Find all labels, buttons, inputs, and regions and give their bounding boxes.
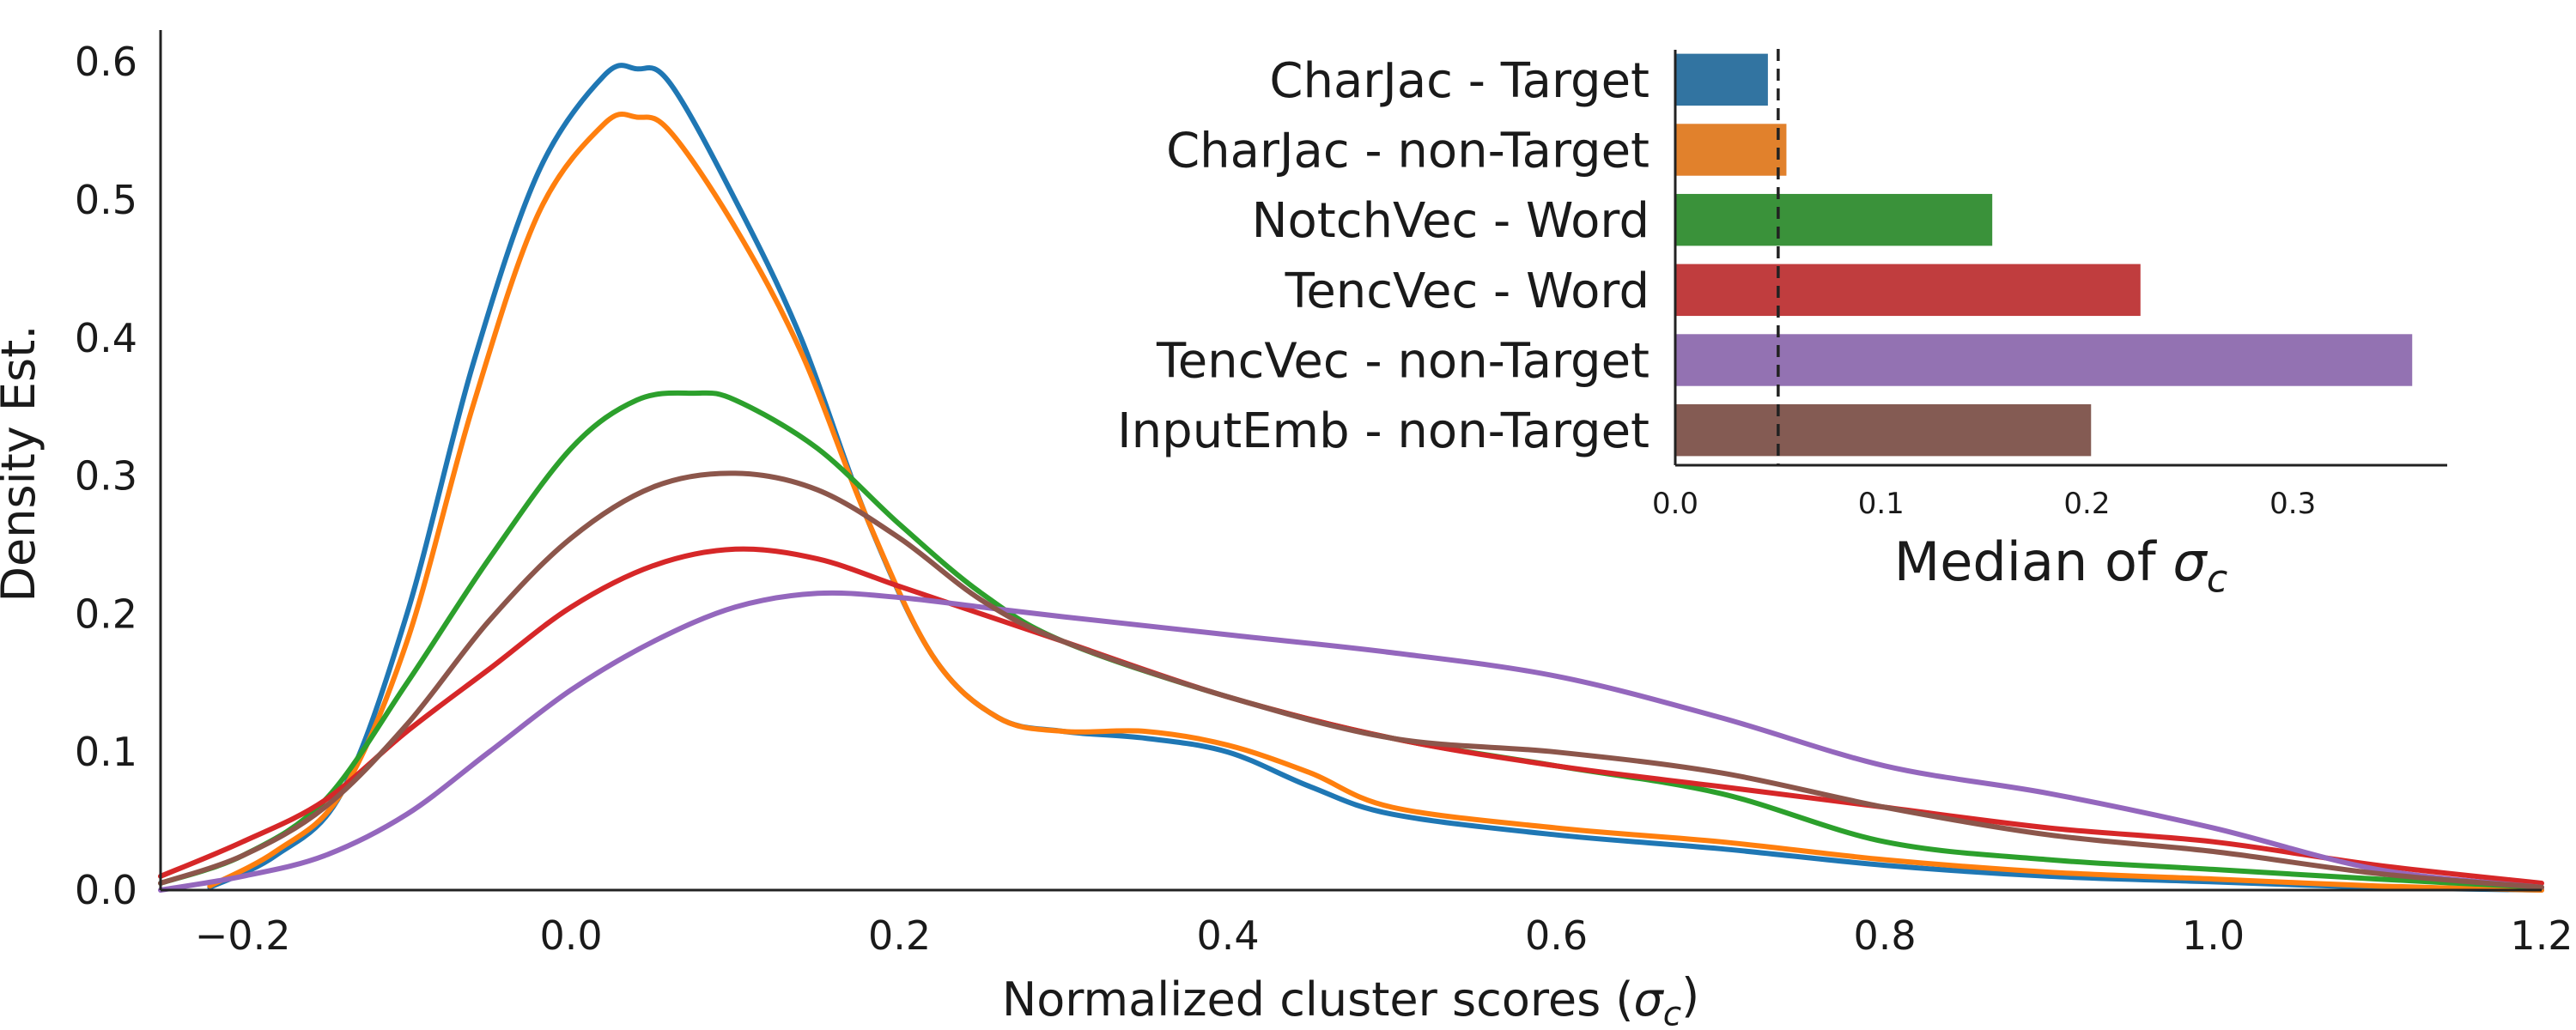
- bar-2: [1675, 193, 1993, 246]
- bar-category-label: NotchVec - Word: [1252, 193, 1649, 249]
- bar-category-label: TencVec - Word: [1285, 264, 1649, 319]
- main-x-tick-label: 0.8: [1853, 912, 1916, 959]
- bar-category-label: InputEmb - non-Target: [1117, 403, 1649, 459]
- density-line-0: [207, 63, 2544, 893]
- main-x-tick-label: 0.6: [1525, 912, 1588, 959]
- inset-x-tick-label: 0.0: [1652, 487, 1698, 521]
- density-line-4: [158, 590, 2544, 893]
- inset-x-tick-label: 0.3: [2269, 487, 2316, 521]
- main-y-tick-label: 0.1: [75, 729, 137, 775]
- main-x-tick-label: 1.2: [2510, 912, 2573, 959]
- main-x-tick-label: 0.0: [540, 912, 603, 959]
- inset-x-axis-title: Median of σc: [1894, 530, 2228, 601]
- bar-1: [1675, 124, 1787, 176]
- main-y-tick-label: 0.6: [75, 39, 137, 85]
- main-y-axis-title: Density Est.: [0, 324, 46, 602]
- main-y-tick-label: 0.0: [75, 867, 137, 913]
- inset-x-tick-label: 0.1: [1858, 487, 1905, 521]
- density-plot: −0.2 0.0 0.2 0.4 0.6 0.8 1.0 1.2 0.0 0.1 0.2 0.3 0.4…: [0, 30, 2573, 1030]
- inset-x-tick-label: 0.2: [2063, 487, 2110, 521]
- main-x-tick-label: 0.2: [868, 912, 931, 959]
- bar-category-label: CharJac - Target: [1269, 53, 1649, 109]
- bar-category-label: TencVec - non-Target: [1156, 334, 1649, 390]
- density-line-1: [207, 111, 2544, 893]
- bar-3: [1675, 264, 2141, 317]
- main-y-tick-label: 0.3: [75, 453, 137, 500]
- main-y-tick-label: 0.2: [75, 591, 137, 637]
- density-line-2: [158, 390, 2544, 890]
- median-bar-inset: CharJac - Target CharJac - non-Target Notc…: [1117, 49, 2447, 601]
- bar-0: [1675, 53, 1768, 106]
- main-x-tick-label: −0.2: [195, 912, 291, 959]
- bar-5: [1675, 403, 2092, 457]
- bar-category-label: CharJac - non-Target: [1166, 124, 1649, 179]
- main-y-tick-label: 0.5: [75, 177, 137, 223]
- bar-4: [1675, 334, 2413, 386]
- density-line-5: [158, 470, 2544, 890]
- density-series-group: [158, 63, 2544, 893]
- density-line-3: [158, 546, 2544, 886]
- main-x-tick-label: 0.4: [1196, 912, 1259, 959]
- main-x-axis-title: Normalized cluster scores (σc): [1002, 968, 1699, 1030]
- main-y-tick-label: 0.4: [75, 315, 137, 361]
- main-x-tick-label: 1.0: [2182, 912, 2245, 959]
